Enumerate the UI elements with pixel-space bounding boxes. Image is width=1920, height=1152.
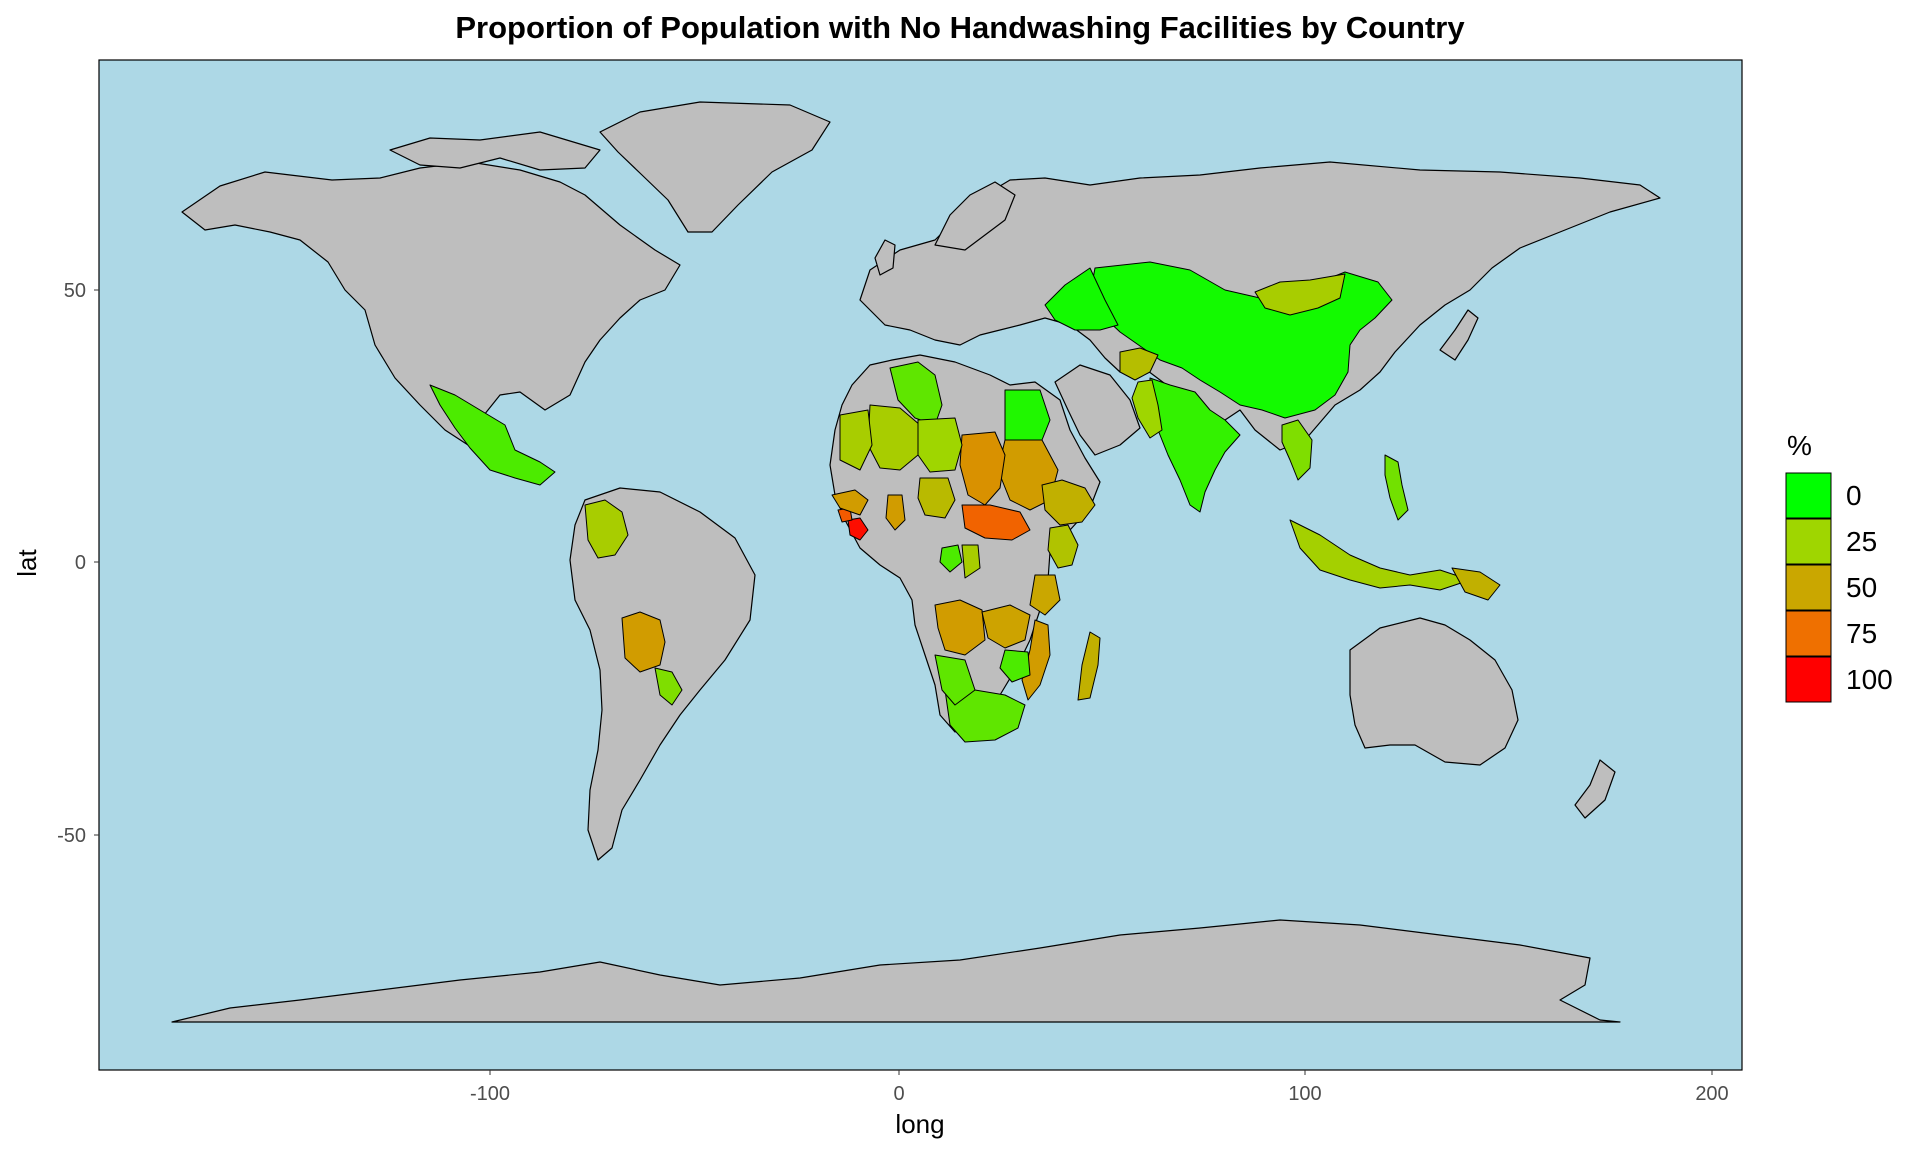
land-scandinavia	[934, 181, 1016, 251]
region-afghanistan	[1119, 347, 1159, 381]
y-axis: 50 0 -50	[57, 280, 99, 847]
region-tanzania	[1029, 574, 1061, 616]
legend-label-25: 25	[1846, 526, 1877, 557]
region-congo	[961, 544, 981, 579]
colored-regions-layer	[429, 261, 1501, 743]
region-ghana	[885, 494, 906, 531]
region-myanmar	[1281, 419, 1313, 481]
region-pakistan	[1131, 379, 1163, 439]
legend-label-0: 0	[1846, 480, 1862, 511]
x-axis: -100 0 100 200	[470, 1070, 1729, 1105]
chart-title: Proportion of Population with No Handwas…	[455, 10, 1465, 45]
region-mauritania	[839, 409, 873, 471]
land-arabia	[1054, 364, 1141, 456]
region-kazakhstan	[1044, 267, 1119, 331]
land-arctic-islands	[389, 131, 601, 171]
legend-swatch-75	[1785, 610, 1832, 657]
region-madagascar	[1077, 631, 1101, 701]
region-egypt	[1004, 389, 1051, 441]
land-japan	[1439, 309, 1479, 361]
x-tick-label-200: 200	[1695, 1083, 1728, 1105]
region-niger	[917, 417, 963, 473]
region-south-africa	[944, 689, 1026, 743]
land-new-zealand	[1574, 759, 1616, 819]
region-mexico	[429, 384, 556, 486]
legend-title: %	[1787, 430, 1812, 461]
region-algeria	[889, 361, 943, 426]
x-axis-title: long	[895, 1109, 944, 1139]
y-tick-label-neg50: -50	[57, 825, 86, 847]
legend-label-100: 100	[1846, 664, 1893, 695]
region-guinea	[831, 489, 869, 516]
region-nigeria	[917, 477, 956, 519]
region-central-african-republic	[961, 504, 1031, 541]
land-antarctica	[171, 919, 1621, 1023]
y-tick-label-50: 50	[64, 280, 86, 302]
region-mongolia	[1254, 273, 1346, 316]
region-kenya	[1047, 524, 1079, 569]
legend-label-50: 50	[1846, 572, 1877, 603]
land-australia	[1349, 617, 1519, 766]
y-tick-label-0: 0	[75, 552, 86, 574]
region-zambia	[981, 604, 1031, 649]
region-philippines	[1384, 454, 1409, 521]
x-tick-label-0: 0	[893, 1083, 904, 1105]
region-liberia	[847, 517, 869, 541]
region-bolivia	[621, 611, 666, 673]
legend-swatch-25	[1785, 518, 1832, 565]
y-axis-title: lat	[12, 548, 42, 576]
region-namibia	[934, 654, 976, 706]
region-gabon	[939, 544, 963, 573]
legend-label-75: 75	[1846, 618, 1877, 649]
region-zimbabwe	[999, 649, 1031, 683]
region-angola	[934, 599, 986, 656]
region-india	[1149, 377, 1241, 513]
land-greenland	[599, 101, 831, 233]
legend-swatch-0	[1785, 472, 1832, 519]
region-indonesia	[1289, 519, 1471, 591]
x-tick-label-neg100: -100	[470, 1083, 510, 1105]
x-tick-label-100: 100	[1288, 1083, 1321, 1105]
legend-swatch-100	[1785, 656, 1832, 703]
region-colombia	[584, 499, 629, 559]
region-papua-new-guinea	[1451, 567, 1501, 601]
legend-swatch-50	[1785, 564, 1832, 611]
region-paraguay	[654, 667, 683, 706]
region-ethiopia	[1041, 479, 1096, 526]
land-britain	[874, 239, 896, 276]
region-chad	[959, 431, 1006, 506]
legend: % 0 25 50 75 100	[1785, 430, 1893, 703]
